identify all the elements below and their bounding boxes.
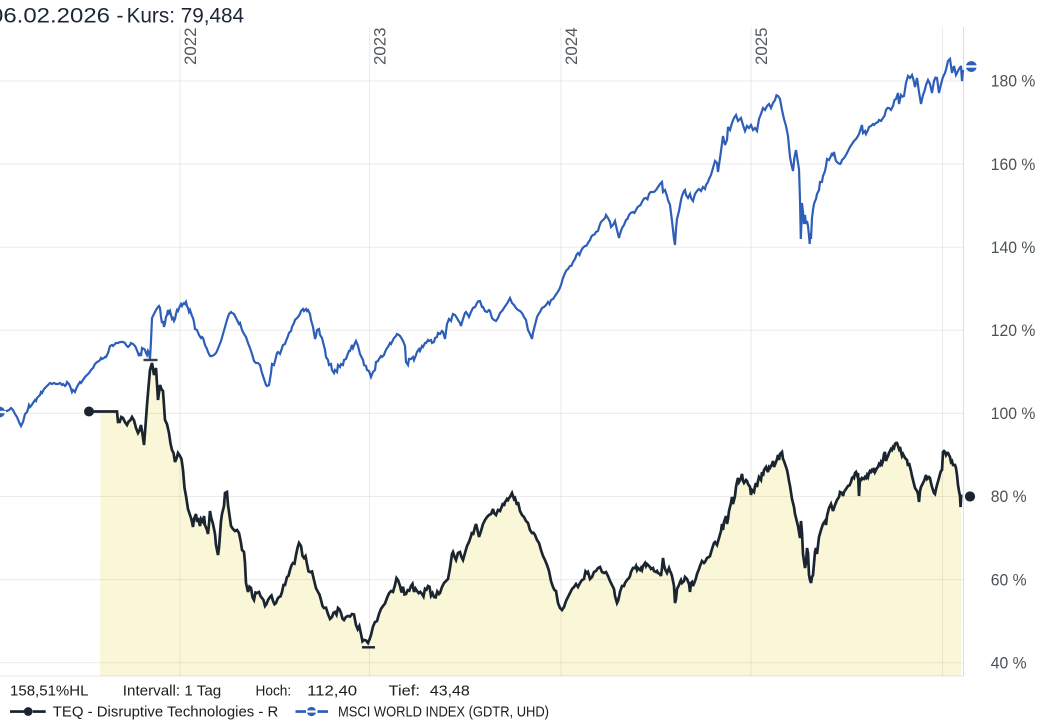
svg-text:80 %: 80 % xyxy=(991,488,1027,506)
svg-text:40 %: 40 % xyxy=(991,654,1027,672)
svg-text:180 %: 180 % xyxy=(991,73,1036,91)
svg-text:158,51%HL: 158,51%HL xyxy=(10,683,89,700)
svg-text:Tief:: Tief: xyxy=(389,683,420,700)
svg-text:140 %: 140 % xyxy=(991,239,1036,257)
svg-text:Intervall: 1 Tag: Intervall: 1 Tag xyxy=(123,683,221,700)
svg-text:112,40: 112,40 xyxy=(307,683,357,700)
svg-text:2024: 2024 xyxy=(562,28,581,66)
svg-text:2025: 2025 xyxy=(752,28,771,66)
svg-text:Kurs: 79,484: Kurs: 79,484 xyxy=(127,5,245,28)
svg-text:160 %: 160 % xyxy=(991,156,1036,174)
svg-text:100 %: 100 % xyxy=(991,405,1036,423)
svg-text:43,48: 43,48 xyxy=(430,683,470,700)
svg-text:MSCI WORLD INDEX (GDTR, UHD): MSCI WORLD INDEX (GDTR, UHD) xyxy=(338,704,549,720)
svg-text:2022: 2022 xyxy=(181,28,200,66)
svg-text:120 %: 120 % xyxy=(991,322,1036,340)
svg-text:60 %: 60 % xyxy=(991,571,1027,589)
svg-text:-: - xyxy=(117,5,124,28)
svg-text:06.02.2026: 06.02.2026 xyxy=(0,5,110,28)
svg-text:Hoch:: Hoch: xyxy=(256,683,292,700)
svg-text:2023: 2023 xyxy=(371,28,390,66)
svg-text:TEQ - Disruptive Technologies: TEQ - Disruptive Technologies - R xyxy=(53,703,279,720)
